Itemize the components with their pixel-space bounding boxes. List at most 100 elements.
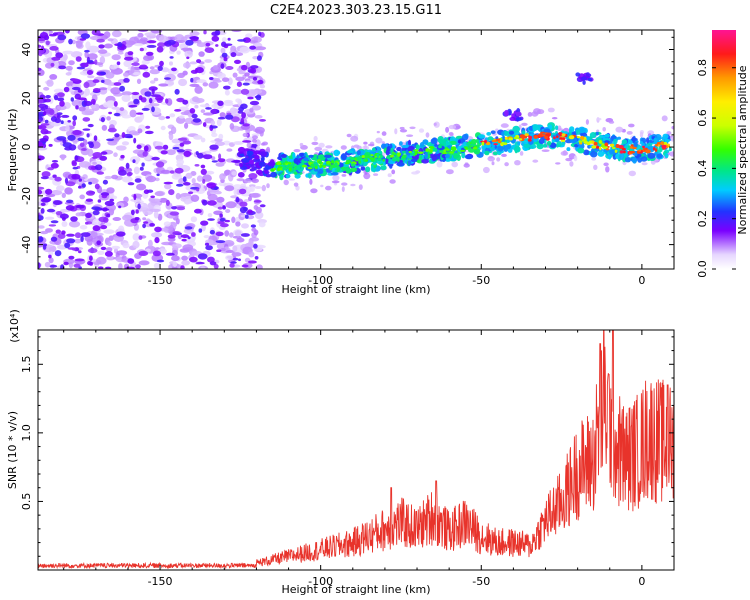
heatmap-cell	[64, 177, 69, 184]
heatmap-cell	[54, 176, 62, 182]
heatmap-cell	[365, 159, 369, 162]
heatmap-cell	[602, 127, 606, 132]
heatmap-cell	[149, 66, 155, 70]
heatmap-cell	[139, 47, 144, 52]
snr-frame	[37, 329, 675, 571]
heatmap-cell	[177, 137, 188, 141]
heatmap-cell	[200, 164, 206, 169]
heatmap-cell	[424, 152, 428, 160]
heatmap-cell	[234, 230, 242, 237]
heatmap-cell	[43, 98, 52, 103]
heatmap-cell	[391, 169, 396, 175]
heatmap-cell	[386, 156, 391, 159]
heatmap-cell	[425, 148, 430, 152]
heatmap-cell	[524, 133, 529, 137]
heatmap-cell	[133, 98, 140, 105]
heatmap-cell	[220, 223, 229, 228]
heatmap-cell	[236, 81, 242, 87]
heatmap-cell	[495, 136, 499, 140]
heatmap-cell	[484, 150, 490, 156]
heatmap-cell	[75, 212, 83, 217]
heatmap-cell	[253, 205, 259, 210]
heatmap-cell	[188, 191, 194, 195]
heatmap-cell	[61, 221, 68, 227]
heatmap-cell	[661, 115, 668, 122]
heatmap-cell	[436, 161, 443, 168]
heatmap-cell	[171, 67, 177, 72]
heatmap-cell	[628, 123, 635, 128]
heatmap-cell	[190, 77, 194, 83]
heatmap-cell	[250, 67, 257, 74]
heatmap-cell	[174, 109, 182, 112]
heatmap-cell	[632, 157, 637, 164]
heatmap-cell	[63, 261, 69, 266]
heatmap-cell	[48, 224, 57, 227]
heatmap-cell	[108, 235, 114, 241]
heatmap-cell	[509, 130, 515, 135]
heatmap-cell	[249, 100, 260, 106]
heatmap-cell	[224, 219, 230, 223]
heatmap-cell	[163, 221, 171, 227]
heatmap-cell	[466, 142, 470, 146]
heatmap-cell	[493, 143, 498, 146]
heatmap-cell	[370, 154, 374, 157]
heatmap-cell	[80, 232, 91, 238]
heatmap-cell	[283, 179, 289, 186]
heatmap-cell	[243, 207, 248, 211]
heatmap-cell	[235, 98, 242, 103]
heatmap-cell	[370, 159, 375, 162]
heatmap-cell	[668, 147, 672, 152]
heatmap-cell	[207, 193, 218, 201]
heatmap-cell	[311, 141, 319, 146]
heatmap-cell	[618, 153, 625, 160]
heatmap-cell	[119, 107, 125, 112]
heatmap-cell	[87, 123, 94, 128]
heatmap-cell	[596, 145, 600, 149]
heatmap-cell	[155, 161, 165, 168]
heatmap-cell	[378, 150, 383, 154]
heatmap-cell	[205, 170, 215, 175]
heatmap-cell	[233, 187, 238, 196]
heatmap-cell	[648, 140, 655, 143]
heatmap-cell	[319, 164, 322, 168]
heatmap-cell	[481, 144, 487, 150]
heatmap-cell	[196, 79, 207, 84]
heatmap-cell	[254, 126, 265, 134]
heatmap-cell	[154, 237, 160, 244]
heatmap-cell	[425, 132, 430, 138]
heatmap-cell	[183, 228, 194, 235]
heatmap-cell	[406, 134, 414, 137]
heatmap-cell	[133, 193, 137, 201]
heatmap-cell	[647, 152, 656, 159]
heatmap-cell	[394, 128, 398, 135]
heatmap-cell	[82, 117, 91, 122]
heatmap-cell	[65, 65, 73, 71]
heatmap-cell	[412, 149, 416, 152]
heatmap-cell	[148, 86, 158, 91]
heatmap-cell	[298, 152, 304, 157]
heatmap-cell	[276, 161, 282, 166]
heatmap-cell	[171, 173, 182, 180]
heatmap-cell	[639, 131, 644, 138]
heatmap-cell	[310, 165, 314, 169]
heatmap-cell	[223, 101, 234, 106]
heatmap-cell	[216, 109, 220, 114]
heatmap-cell	[670, 136, 674, 142]
heatmap-cell	[113, 82, 122, 86]
heatmap-cell	[43, 111, 47, 116]
heatmap-cell	[179, 142, 185, 147]
heatmap-cell	[225, 209, 231, 213]
heatmap-cell	[334, 162, 338, 167]
heatmap-cell	[48, 257, 54, 264]
heatmap-cell	[117, 41, 123, 48]
heatmap-cell	[172, 231, 181, 235]
heatmap-cell	[250, 89, 263, 94]
heatmap-cell	[71, 99, 83, 107]
heatmap-cell	[171, 266, 178, 269]
heatmap-cell	[112, 136, 121, 141]
heatmap-cell	[585, 119, 590, 125]
heatmap-cell	[308, 154, 314, 158]
heatmap-cell	[448, 131, 454, 136]
heatmap-cell	[40, 128, 49, 135]
heatmap-cell	[97, 250, 105, 255]
